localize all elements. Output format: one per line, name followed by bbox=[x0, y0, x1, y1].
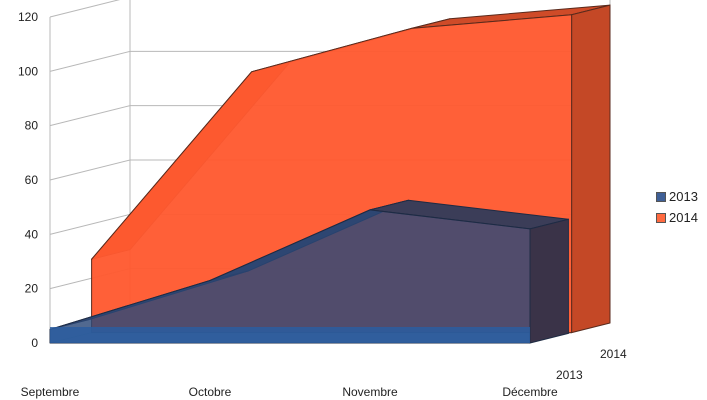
gridline-left-60 bbox=[49, 159, 131, 181]
y-tick-label-60: 60 bbox=[25, 173, 39, 187]
gridline-left-100 bbox=[49, 50, 131, 72]
y-tick-label-100: 100 bbox=[18, 64, 38, 78]
x-category-label-octobre: Octobre bbox=[189, 385, 232, 399]
gridline-left-40 bbox=[49, 213, 131, 235]
y-tick-label-40: 40 bbox=[25, 227, 39, 241]
x-category-label-décembre: Décembre bbox=[502, 385, 558, 399]
legend: 2013 2014 bbox=[656, 186, 698, 228]
x-axis-categories: Septembre Octobre Novembre Décembre bbox=[21, 385, 558, 399]
depth-label-2013: 2013 bbox=[556, 368, 583, 382]
legend-swatch-2014 bbox=[656, 212, 666, 223]
legend-label-2014: 2014 bbox=[669, 210, 698, 225]
y-tick-label-0: 0 bbox=[31, 336, 38, 350]
legend-item-2014: 2014 bbox=[656, 207, 698, 228]
legend-label-2013: 2013 bbox=[669, 189, 698, 204]
y-tick-label-80: 80 bbox=[25, 119, 39, 133]
depth-axis-labels: 2014 2013 bbox=[556, 347, 627, 382]
y-tick-label-20: 20 bbox=[25, 282, 39, 296]
area-end-face-2014 bbox=[571, 4, 611, 334]
legend-swatch-2013 bbox=[656, 191, 666, 202]
depth-label-2014: 2014 bbox=[600, 347, 627, 361]
x-category-label-septembre: Septembre bbox=[21, 385, 80, 399]
x-category-label-novembre: Novembre bbox=[342, 385, 398, 399]
area-end-face-2013 bbox=[529, 218, 569, 344]
area-layer bbox=[49, 4, 611, 344]
legend-item-2013: 2013 bbox=[656, 186, 698, 207]
gridline-left-120 bbox=[49, 0, 121, 18]
area-front-baseline-band-2013 bbox=[50, 327, 530, 343]
gridline-left-80 bbox=[49, 105, 131, 127]
y-tick-label-120: 120 bbox=[18, 10, 38, 24]
y-axis-ticks: 0 20 40 60 80 100 120 bbox=[18, 10, 38, 350]
